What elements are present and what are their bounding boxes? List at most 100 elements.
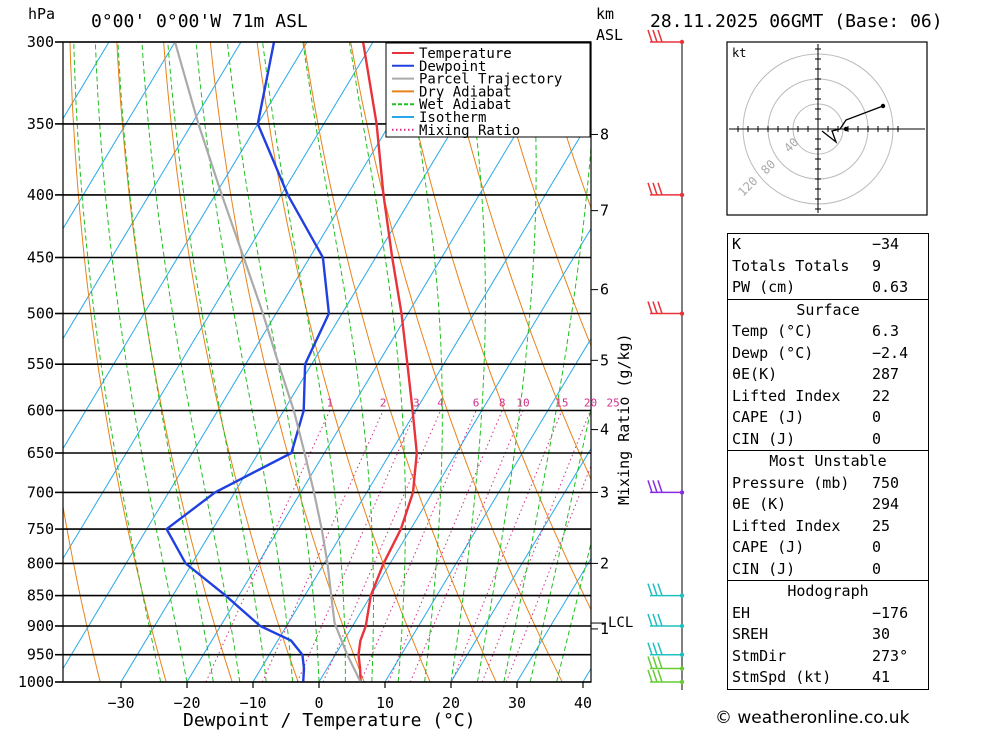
- dry-adiabat-line: [490, 42, 591, 348]
- wind-barb-flag: [647, 656, 653, 669]
- mixing-ratio-label: 2: [380, 397, 387, 410]
- pressure-label: 400: [27, 186, 54, 204]
- wind-barb-flag: [652, 642, 658, 655]
- index-label: CIN (J): [732, 429, 796, 448]
- dry-adiabat-line: [256, 42, 431, 682]
- asl-unit: ASL: [596, 26, 623, 44]
- wet-adiabat-line: [195, 42, 294, 682]
- index-value: 287: [872, 365, 900, 383]
- dewpoint-series: [165, 42, 331, 682]
- pressure-label: 300: [27, 33, 54, 51]
- index-label: StmDir: [732, 646, 787, 665]
- index-value: 0: [872, 559, 882, 578]
- wind-barb-dot: [679, 652, 685, 657]
- unstable-title: Most Unstable: [769, 452, 887, 470]
- mixing-ratio-axis-label: Mixing Ratio (g/kg): [615, 333, 633, 505]
- index-row: SREH 30: [728, 624, 928, 646]
- mixing-ratio-label: 20: [584, 397, 597, 410]
- index-label: EH: [732, 603, 751, 622]
- wind-barb-flag: [647, 583, 653, 596]
- wind-barb-flag: [652, 669, 658, 683]
- pressure-label: 1000: [18, 673, 54, 691]
- wind-barb-flag: [647, 613, 653, 627]
- mixing-ratio-label: 3: [413, 397, 420, 410]
- index-label: Temp (°C): [732, 322, 814, 340]
- index-value: 273°: [872, 646, 909, 665]
- index-value: 9: [872, 256, 882, 275]
- index-row: CIN (J) 0: [728, 559, 928, 581]
- height-axis: 1 2 3 4 5 6 7 8 LCL: [591, 126, 633, 638]
- index-label: Lifted Index: [732, 386, 841, 405]
- wet-adiabat-line: [117, 42, 214, 682]
- wind-barb-flag: [657, 480, 663, 493]
- mixing-ratio-label: 25: [606, 397, 619, 410]
- lcl-label: LCL: [608, 615, 633, 631]
- wind-barb-flag: [657, 613, 663, 627]
- index-row: Lifted Index 25: [728, 516, 928, 538]
- wind-barb-flag: [647, 642, 653, 655]
- wind-barb-flag: [657, 29, 663, 43]
- temperature-tick-label: −10: [239, 694, 266, 712]
- hodograph-unit: kt: [732, 46, 746, 60]
- dry-adiabat-line: [396, 42, 591, 611]
- index-row: StmSpd (kt) 41: [728, 667, 928, 689]
- wet-adiabat-line: [141, 42, 241, 682]
- wind-barb-dot: [679, 39, 685, 45]
- wind-barb-flag: [657, 583, 663, 596]
- index-value: 6.3: [872, 322, 900, 340]
- pressure-axis: 300 350 400 450 500 550 600 650 700 750 800 850 900 9…: [18, 33, 63, 691]
- mixing-ratio-line: [296, 410, 417, 682]
- dry-adiabat-line: [941, 5, 1000, 708]
- wind-barb-flag: [652, 301, 658, 314]
- dry-adiabat-line: [69, 42, 167, 682]
- mixing-ratio-label: 15: [555, 397, 568, 410]
- index-label: Lifted Index: [732, 516, 841, 535]
- index-value: 41: [872, 668, 891, 686]
- x-axis-label: Dewpoint / Temperature (°C): [183, 710, 476, 731]
- index-label: Dewp (°C): [732, 343, 814, 362]
- wind-barb-flag: [657, 669, 663, 683]
- mixing-ratio-label: 4: [437, 397, 444, 410]
- wind-barb-dot: [679, 679, 685, 685]
- plot-frame: [62, 41, 592, 683]
- pressure-label: 450: [27, 249, 54, 267]
- index-row: Totals Totals 9: [728, 256, 928, 278]
- legend-label: Temperature: [419, 46, 512, 62]
- wind-barb-dot: [679, 666, 685, 671]
- temperature-tick-label: −20: [173, 694, 200, 712]
- height-label: 7: [600, 202, 609, 220]
- index-label: Totals Totals: [732, 256, 850, 275]
- legend-label: Wet Adiabat: [419, 97, 512, 113]
- mixing-ratio-label: 10: [516, 397, 529, 410]
- wet-adiabat-line: [302, 42, 374, 682]
- index-row: θE (K) 294: [728, 494, 928, 516]
- wind-barb-flag: [657, 656, 663, 669]
- wet-adiabat-line: [73, 42, 162, 682]
- index-value: 0: [872, 429, 882, 448]
- temperature-axis: −30 −20 −10 0 10 20 30 40: [107, 682, 592, 712]
- height-label: 3: [600, 483, 609, 501]
- temperature-tick-label: 40: [574, 694, 592, 712]
- index-row: θE(K) 287: [728, 364, 928, 386]
- index-label: CAPE (J): [732, 408, 805, 426]
- hodograph-storm-motion: [843, 126, 849, 132]
- wind-barb-dot: [679, 623, 685, 629]
- temperature-tick-label: 0: [314, 694, 323, 712]
- mixing-ratio-line: [481, 410, 591, 682]
- index-value: 22: [872, 386, 891, 405]
- dry-adiabat-line: [63, 503, 101, 682]
- index-row: EH −176: [728, 603, 928, 625]
- temperature-tick-label: 10: [376, 694, 394, 712]
- legend-label: Dewpoint: [419, 59, 486, 75]
- wind-barb-flag: [657, 642, 663, 655]
- wind-barb-flag: [652, 613, 658, 627]
- hodograph-title: Hodograph: [787, 582, 869, 600]
- surface-title: Surface: [796, 300, 860, 319]
- pressure-label: 950: [27, 646, 54, 664]
- isotherm-line: [63, 42, 374, 560]
- index-value: −176: [872, 603, 909, 622]
- height-label: 8: [600, 126, 609, 144]
- index-value: −2.4: [872, 343, 909, 362]
- wind-barb-flag: [657, 301, 663, 314]
